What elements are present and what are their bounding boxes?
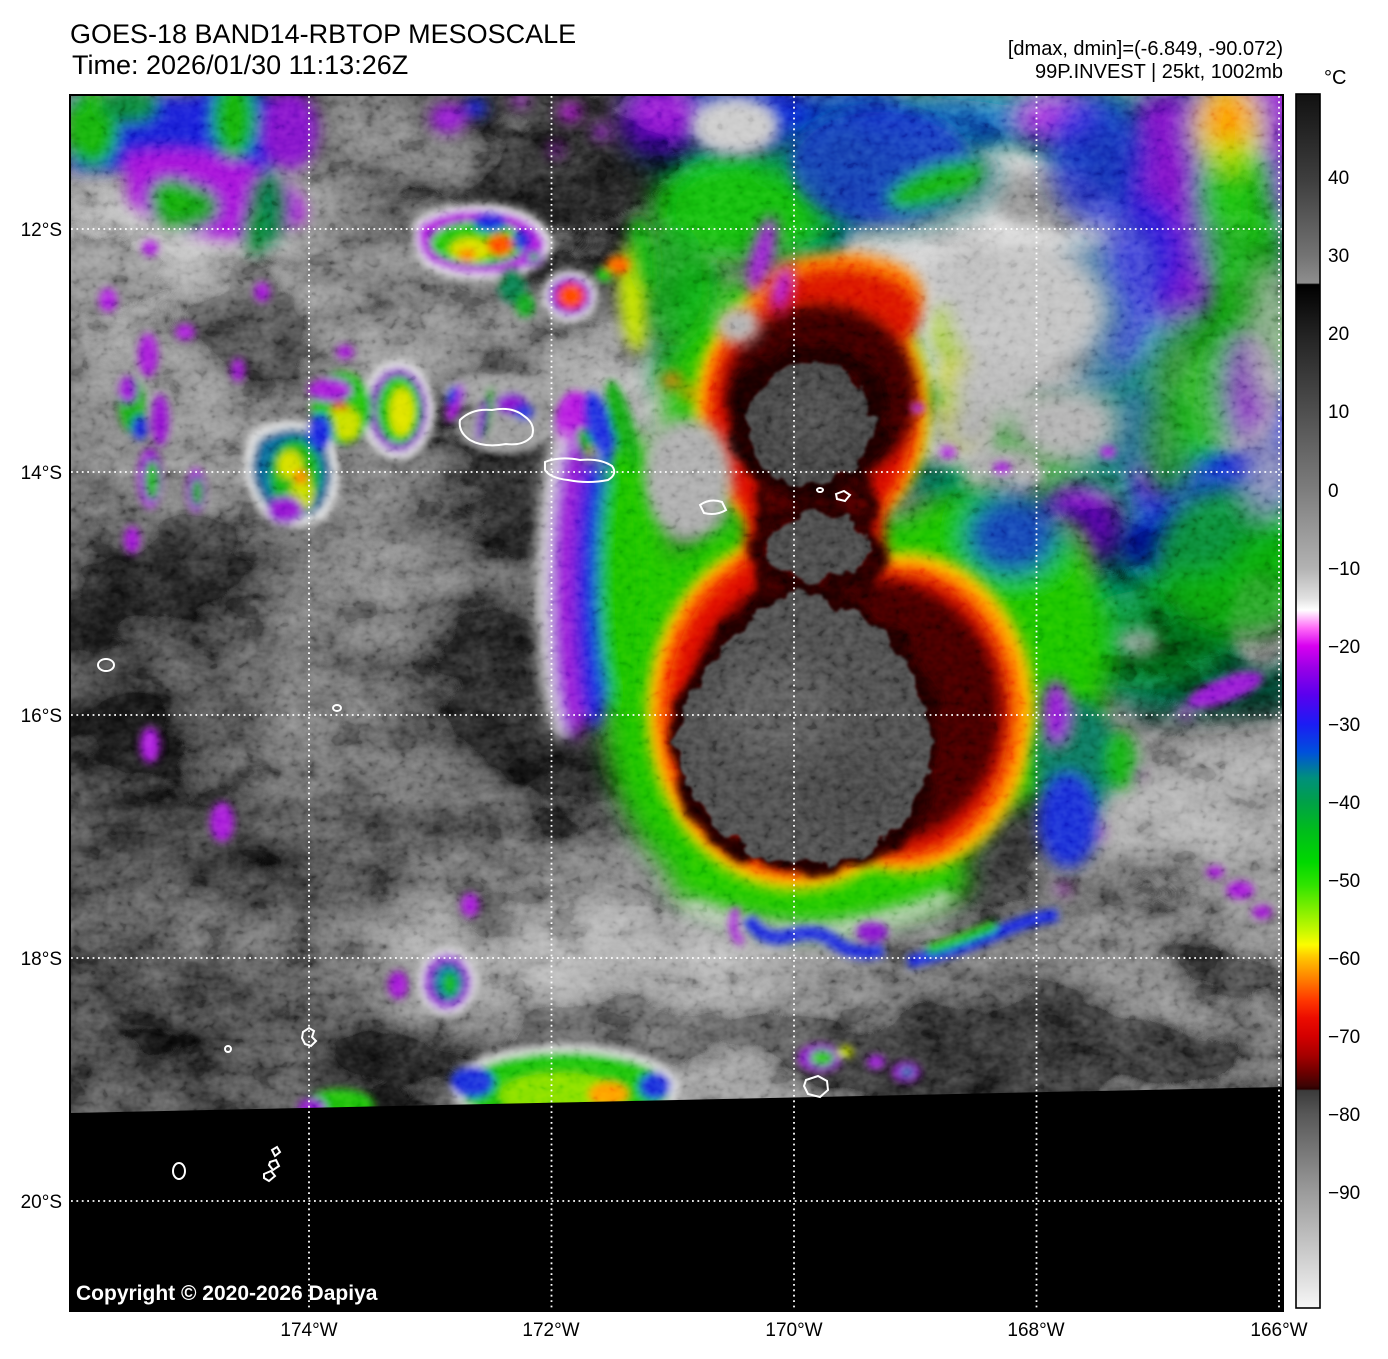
svg-text:[dmax, dmin]=(-6.849, -90.072): [dmax, dmin]=(-6.849, -90.072) bbox=[1008, 38, 1283, 60]
svg-text:170°W: 170°W bbox=[765, 1320, 822, 1341]
svg-text:99P.INVEST | 25kt, 1002mb: 99P.INVEST | 25kt, 1002mb bbox=[1035, 61, 1283, 83]
svg-text:Time: 2026/01/30 11:13:26Z: Time: 2026/01/30 11:13:26Z bbox=[72, 50, 408, 80]
svg-text:−30: −30 bbox=[1328, 715, 1360, 736]
svg-text:30: 30 bbox=[1328, 246, 1349, 267]
svg-text:14°S: 14°S bbox=[21, 463, 62, 484]
svg-text:18°S: 18°S bbox=[21, 949, 62, 970]
svg-text:166°W: 166°W bbox=[1250, 1320, 1307, 1341]
svg-text:168°W: 168°W bbox=[1007, 1320, 1064, 1341]
svg-text:−90: −90 bbox=[1328, 1183, 1360, 1204]
svg-text:−10: −10 bbox=[1328, 559, 1360, 580]
svg-text:−60: −60 bbox=[1328, 949, 1360, 970]
svg-text:20: 20 bbox=[1328, 324, 1349, 345]
svg-text:40: 40 bbox=[1328, 168, 1349, 189]
svg-text:°C: °C bbox=[1324, 67, 1346, 89]
svg-text:20°S: 20°S bbox=[21, 1192, 62, 1213]
svg-text:172°W: 172°W bbox=[522, 1320, 579, 1341]
svg-text:−50: −50 bbox=[1328, 871, 1360, 892]
svg-text:10: 10 bbox=[1328, 402, 1349, 423]
svg-text:Copyright © 2020-2026 Dapiya: Copyright © 2020-2026 Dapiya bbox=[76, 1282, 378, 1305]
svg-text:−80: −80 bbox=[1328, 1105, 1360, 1126]
svg-text:174°W: 174°W bbox=[280, 1320, 337, 1341]
svg-text:−70: −70 bbox=[1328, 1027, 1360, 1048]
svg-text:12°S: 12°S bbox=[21, 220, 62, 241]
svg-text:16°S: 16°S bbox=[21, 706, 62, 727]
svg-text:0: 0 bbox=[1328, 481, 1339, 502]
svg-text:−40: −40 bbox=[1328, 793, 1360, 814]
svg-text:−20: −20 bbox=[1328, 637, 1360, 658]
svg-text:GOES-18 BAND14-RBTOP MESOSCALE: GOES-18 BAND14-RBTOP MESOSCALE bbox=[70, 19, 576, 49]
